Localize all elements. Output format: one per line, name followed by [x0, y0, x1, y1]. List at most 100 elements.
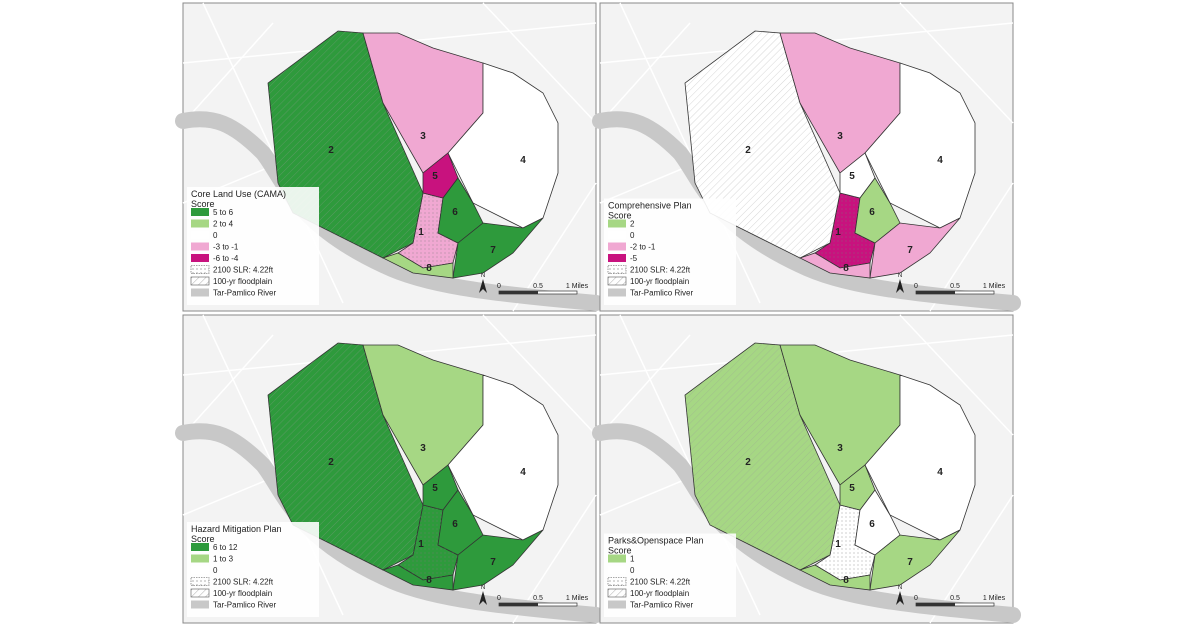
legend-label: 0: [630, 231, 635, 240]
legend-label: -5: [630, 254, 638, 263]
scale-label: 1 Miles: [566, 595, 589, 602]
north-label: N: [481, 273, 485, 279]
scale-bar-segment: [499, 603, 538, 606]
legend-swatch: [608, 600, 626, 609]
zone-label: 8: [426, 263, 432, 274]
road: [182, 334, 274, 436]
legend-swatch: [607, 276, 627, 286]
zone-label: 7: [907, 245, 913, 256]
scale-bar-segment: [499, 291, 538, 294]
legend-title: Comprehensive Plan: [608, 201, 692, 211]
zone-label: 4: [937, 467, 943, 478]
zone-label: 7: [490, 245, 496, 256]
road: [182, 22, 274, 124]
floodplain-overlay: [268, 343, 423, 570]
slr-overlay: [398, 505, 458, 580]
legend-title: Core Land Use (CAMA): [191, 189, 286, 199]
zone-label: 5: [432, 483, 438, 494]
zone-label: 1: [835, 227, 841, 238]
zone: [452, 529, 544, 591]
scale-label: 1 Miles: [983, 595, 1006, 602]
zone-label: 5: [849, 483, 855, 494]
legend-swatch: [608, 566, 626, 574]
legend-swatch: [608, 242, 626, 251]
legend-swatch: [608, 554, 626, 563]
scale-label: 0.5: [533, 595, 543, 602]
scale-label: 0: [914, 595, 918, 602]
zone-label: 4: [520, 155, 526, 166]
legend-label: -3 to -1: [213, 243, 239, 252]
north-arrow: [896, 279, 904, 293]
zone-label: 2: [745, 457, 751, 468]
legend-swatch: [191, 543, 209, 551]
legend-swatch: [191, 219, 209, 228]
zone-label: 8: [843, 263, 849, 274]
legend-swatch: [190, 265, 210, 274]
legend-title: Score: [608, 546, 632, 556]
zone-label: 7: [907, 557, 913, 568]
road: [899, 2, 1014, 124]
legend-swatch: [607, 588, 627, 598]
legend-label: Tar-Pamlico River: [630, 601, 693, 610]
zone-label: 6: [452, 207, 458, 218]
legend-label: 2100 SLR: 4.22ft: [213, 578, 274, 587]
legend-swatch: [191, 254, 209, 262]
zone-label: 3: [420, 443, 426, 454]
legend-label: 2100 SLR: 4.22ft: [630, 266, 691, 275]
legend-swatch: [191, 231, 209, 239]
zone-label: 8: [843, 575, 849, 586]
north-arrow: [479, 279, 487, 293]
scale-label: 0.5: [533, 283, 543, 290]
zone: [869, 529, 961, 591]
zone-label: 1: [835, 539, 841, 550]
legend-swatch: [191, 208, 209, 216]
scale-bar-segment: [916, 603, 955, 606]
legend-title: Score: [608, 211, 632, 221]
legend-label: -6 to -4: [213, 254, 239, 263]
legend-label: 1 to 3: [213, 555, 234, 564]
legend-swatch: [608, 288, 626, 297]
legend-label: Tar-Pamlico River: [213, 601, 276, 610]
zone: [869, 217, 961, 279]
zone-label: 2: [328, 457, 334, 468]
floodplain-overlay: [685, 343, 840, 570]
legend-swatch: [608, 231, 626, 239]
legend-title: Parks&Openspace Plan: [608, 536, 704, 546]
zone-label: 6: [869, 207, 875, 218]
legend-label: 0: [630, 566, 635, 575]
slr-overlay: [815, 193, 875, 268]
zone-label: 3: [420, 131, 426, 142]
legend-swatch: [191, 554, 209, 563]
zone-label: 6: [452, 519, 458, 530]
legend-label: 0: [213, 231, 218, 240]
legend-title: Hazard Mitigation Plan: [191, 524, 282, 534]
scale-bar-segment: [916, 291, 955, 294]
zone-label: 2: [328, 145, 334, 156]
scale-label: 1 Miles: [983, 283, 1006, 290]
scale-label: 0.5: [950, 595, 960, 602]
legend-label: 6 to 12: [213, 543, 238, 552]
zone-label: 3: [837, 443, 843, 454]
north-label: N: [481, 585, 485, 591]
zone-label: 3: [837, 131, 843, 142]
legend-swatch: [608, 254, 626, 262]
zone-label: 7: [490, 557, 496, 568]
legend-swatch: [607, 265, 627, 274]
scale-label: 0: [914, 283, 918, 290]
zone-label: 5: [432, 171, 438, 182]
legend-swatch: [191, 600, 209, 609]
legend-box: [604, 198, 736, 305]
legend-swatch: [191, 242, 209, 251]
legend-swatch: [190, 577, 210, 586]
zone-label: 1: [418, 227, 424, 238]
road: [482, 314, 597, 436]
road: [202, 314, 344, 616]
legend-label: 0: [213, 566, 218, 575]
legend-label: 100-yr floodplain: [213, 277, 272, 286]
legend-label: 2100 SLR: 4.22ft: [213, 266, 274, 275]
